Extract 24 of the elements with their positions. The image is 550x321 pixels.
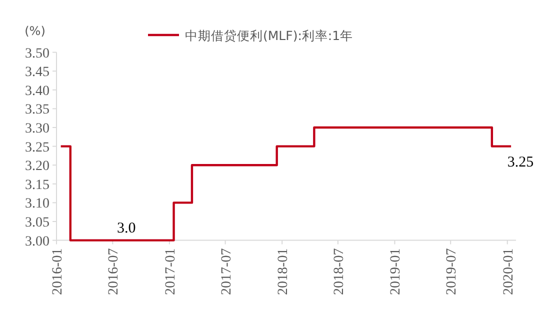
x-tick-label: 2017-01 [163,248,178,295]
annotation: 3.25 [507,154,534,170]
x-tick-label: 2016-01 [50,248,66,295]
y-tick-label: 3.20 [25,159,50,174]
y-tick-label: 3.50 [25,46,50,62]
x-tick-label: 2018-07 [332,248,347,295]
y-tick-label: 3.35 [25,102,50,118]
y-tick-label: 3.45 [25,65,50,80]
annotation: 3.0 [116,220,136,236]
y-tick-label: 3.05 [25,216,50,230]
y-tick-label: 3.40 [25,84,50,99]
y-tick-label: 3.30 [25,122,50,136]
x-tick-label: 2019-01 [388,248,404,295]
y-tick-label: 3.00 [25,234,50,250]
x-tick-label: 2017-07 [219,248,234,295]
y-tick-label: 3.15 [25,178,50,193]
y-tick-label: 3.10 [25,196,50,212]
legend-label: 中期借贷便利(MLF):利率:1年 [185,28,354,43]
x-tick-label: 2020-01 [501,248,516,295]
y-axis-title: (%) [24,24,46,38]
x-tick-label: 2019-07 [444,248,460,295]
x-tick-label: 2018-01 [276,248,292,295]
x-tick-label: 2016-07 [106,248,122,295]
y-tick-label: 3.25 [25,140,50,156]
